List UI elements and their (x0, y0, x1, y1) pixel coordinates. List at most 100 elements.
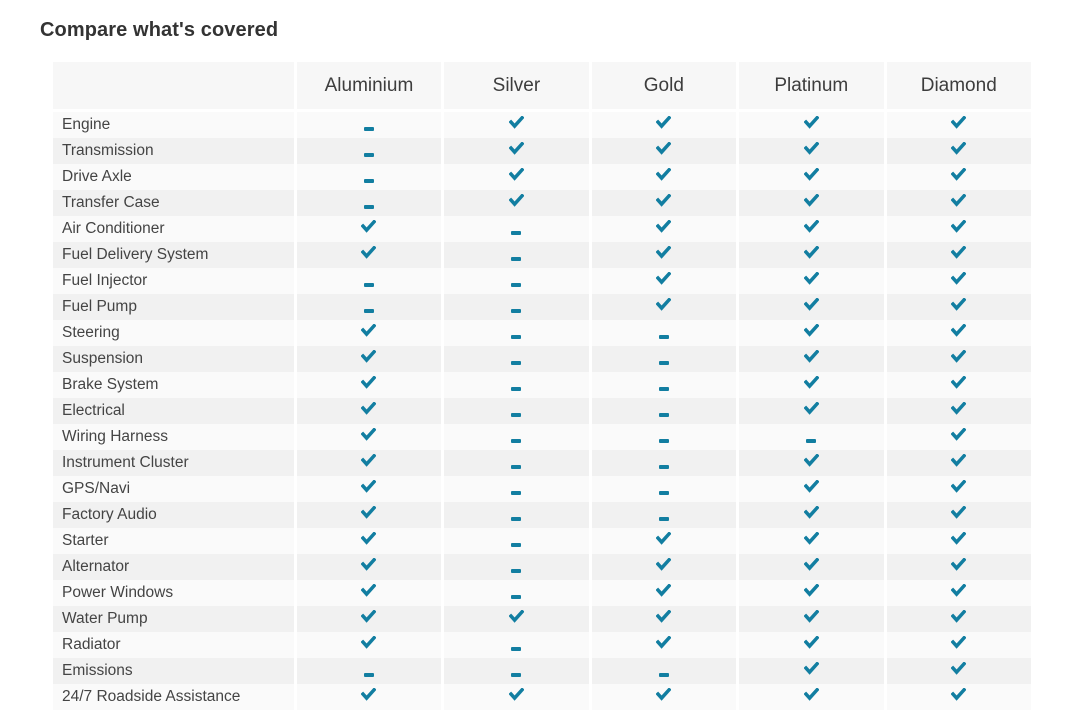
covered-cell (739, 372, 884, 398)
dash-icon (511, 231, 522, 235)
not-covered-cell (739, 424, 884, 450)
covered-cell (739, 346, 884, 372)
table-row: Alternator (53, 554, 1031, 580)
not-covered-cell (444, 658, 589, 684)
dash-icon (658, 361, 669, 365)
covered-cell (886, 216, 1031, 242)
row-label: Steering (53, 320, 294, 346)
covered-cell (886, 684, 1031, 710)
check-icon (803, 168, 819, 181)
check-icon (656, 220, 672, 233)
covered-cell (739, 112, 884, 138)
not-covered-cell (591, 450, 737, 476)
check-icon (803, 610, 819, 623)
covered-cell (886, 450, 1031, 476)
check-icon (803, 116, 819, 129)
check-icon (803, 142, 819, 155)
covered-cell (739, 580, 884, 606)
row-label: Fuel Delivery System (53, 242, 294, 268)
row-label: Fuel Pump (53, 294, 294, 320)
column-header-aluminium: Aluminium (296, 62, 442, 112)
dash-icon (511, 647, 522, 651)
not-covered-cell (591, 476, 737, 502)
dash-icon (658, 517, 669, 521)
row-label: Radiator (53, 632, 294, 658)
row-label: Suspension (53, 346, 294, 372)
check-icon (361, 584, 377, 597)
covered-cell (739, 294, 884, 320)
not-covered-cell (591, 320, 737, 346)
row-label: Engine (53, 112, 294, 138)
check-icon (803, 584, 819, 597)
not-covered-cell (444, 398, 589, 424)
dash-icon (511, 491, 522, 495)
covered-cell (886, 502, 1031, 528)
covered-cell (886, 190, 1031, 216)
check-icon (951, 116, 967, 129)
row-label: Power Windows (53, 580, 294, 606)
table-row: Starter (53, 528, 1031, 554)
row-label: Drive Axle (53, 164, 294, 190)
covered-cell (886, 606, 1031, 632)
not-covered-cell (296, 138, 442, 164)
covered-cell (591, 580, 737, 606)
check-icon (803, 350, 819, 363)
check-icon (361, 532, 377, 545)
check-icon (361, 610, 377, 623)
check-icon (508, 168, 524, 181)
dash-icon (511, 517, 522, 521)
row-label: Alternator (53, 554, 294, 580)
covered-cell (591, 268, 737, 294)
check-icon (656, 532, 672, 545)
covered-cell (739, 528, 884, 554)
covered-cell (886, 554, 1031, 580)
not-covered-cell (444, 242, 589, 268)
not-covered-cell (591, 502, 737, 528)
covered-cell (296, 528, 442, 554)
table-row: Fuel Delivery System (53, 242, 1031, 268)
covered-cell (591, 138, 737, 164)
covered-cell (591, 294, 737, 320)
dash-icon (511, 335, 522, 339)
covered-cell (444, 138, 589, 164)
check-icon (803, 324, 819, 337)
check-icon (951, 142, 967, 155)
check-icon (803, 662, 819, 675)
dash-icon (363, 179, 374, 183)
page-title: Compare what's covered (40, 19, 279, 41)
covered-cell (886, 268, 1031, 294)
not-covered-cell (444, 216, 589, 242)
row-label: Water Pump (53, 606, 294, 632)
covered-cell (296, 424, 442, 450)
not-covered-cell (591, 372, 737, 398)
check-icon (656, 610, 672, 623)
covered-cell (886, 476, 1031, 502)
check-icon (803, 688, 819, 701)
dash-icon (363, 205, 374, 209)
dash-icon (511, 413, 522, 417)
not-covered-cell (444, 372, 589, 398)
row-label: Emissions (53, 658, 294, 684)
covered-cell (591, 632, 737, 658)
covered-cell (886, 372, 1031, 398)
check-icon (803, 272, 819, 285)
check-icon (656, 688, 672, 701)
table-row: Transmission (53, 138, 1031, 164)
dash-icon (363, 283, 374, 287)
covered-cell (886, 138, 1031, 164)
check-icon (951, 558, 967, 571)
covered-cell (296, 450, 442, 476)
covered-cell (739, 606, 884, 632)
dash-icon (511, 439, 522, 443)
covered-cell (886, 580, 1031, 606)
dash-icon (806, 439, 817, 443)
check-icon (951, 194, 967, 207)
not-covered-cell (296, 164, 442, 190)
not-covered-cell (296, 658, 442, 684)
row-label: Transmission (53, 138, 294, 164)
row-label: Instrument Cluster (53, 450, 294, 476)
check-icon (656, 636, 672, 649)
covered-cell (739, 476, 884, 502)
not-covered-cell (444, 294, 589, 320)
